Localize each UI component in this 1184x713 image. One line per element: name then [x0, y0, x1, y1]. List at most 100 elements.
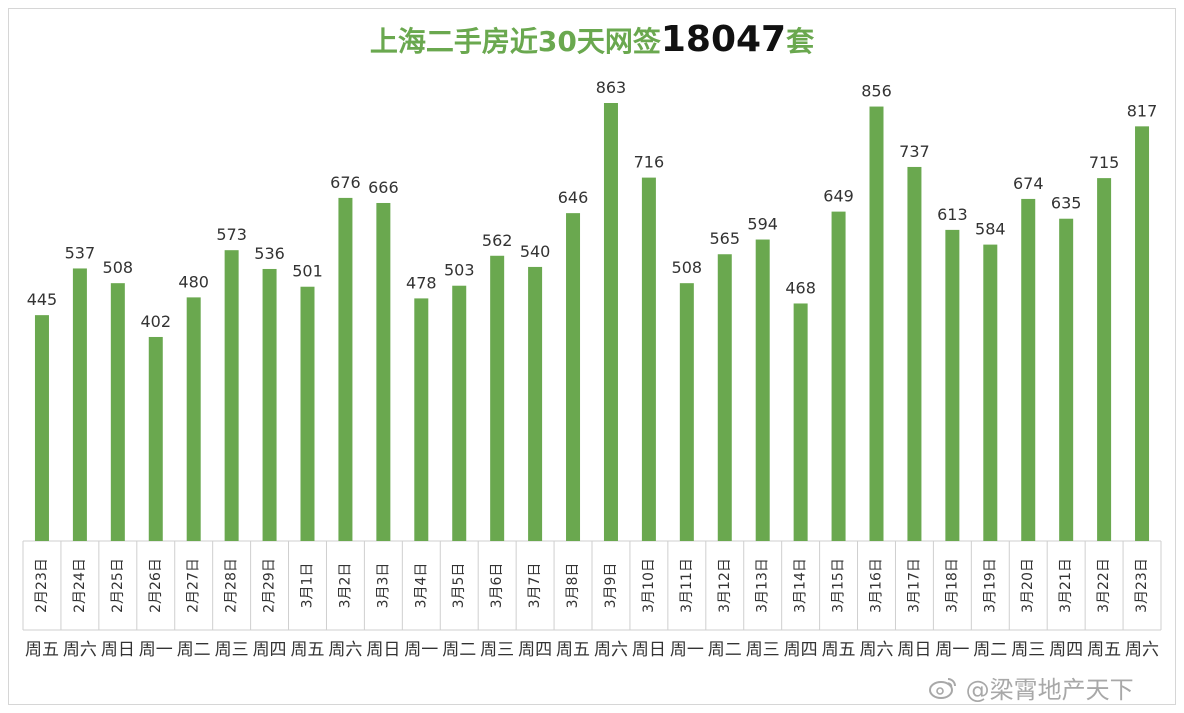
- bar: [755, 239, 770, 542]
- weekday-label: 周六: [1125, 640, 1159, 660]
- x-tick-label: 2月27日: [186, 558, 202, 613]
- data-label: 445: [27, 290, 58, 309]
- x-tick-label: 2月23日: [34, 558, 50, 613]
- bar: [490, 255, 505, 541]
- data-label: 649: [823, 187, 854, 206]
- watermark: @梁霄地产天下: [928, 670, 1134, 706]
- weekday-label: 周五: [25, 640, 59, 660]
- bar: [186, 297, 201, 541]
- weekday-label: 周六: [63, 640, 97, 660]
- chart-title-unit: 套: [786, 25, 815, 58]
- bar: [566, 213, 581, 542]
- data-label: 573: [216, 225, 247, 244]
- x-tick-label: 3月7日: [527, 563, 543, 609]
- bar: [679, 283, 694, 541]
- bar: [528, 266, 543, 541]
- weekday-label: 周一: [935, 640, 969, 660]
- weekday-label: 周三: [215, 640, 249, 660]
- data-label: 540: [520, 242, 551, 261]
- bar: [717, 254, 732, 541]
- x-tick-label: 3月10日: [641, 558, 657, 613]
- bar: [300, 286, 315, 541]
- bar: [224, 250, 239, 541]
- weekday-label: 周三: [746, 640, 780, 660]
- weekday-label: 周四: [1049, 640, 1083, 660]
- data-label: 817: [1127, 101, 1158, 120]
- x-tick-label: 3月9日: [603, 563, 619, 609]
- weekday-label: 周四: [253, 640, 287, 660]
- bar: [414, 298, 429, 541]
- bar: [148, 336, 163, 541]
- x-tick-label: 3月4日: [413, 563, 429, 609]
- bar: [452, 285, 467, 541]
- weekday-label: 周五: [1087, 640, 1121, 660]
- data-label: 562: [482, 231, 513, 250]
- weekday-label: 周日: [366, 640, 400, 660]
- bar: [945, 229, 960, 541]
- x-tick-label: 3月20日: [1020, 558, 1036, 613]
- data-label: 501: [292, 262, 323, 281]
- chart-title: 上海二手房近30天网签18047套: [0, 18, 1184, 68]
- data-label: 856: [861, 82, 892, 101]
- weekday-label: 周日: [632, 640, 666, 660]
- x-tick-label: 3月23日: [1134, 558, 1150, 613]
- bar: [376, 202, 391, 542]
- bar: [1097, 178, 1112, 541]
- weekday-label: 周四: [784, 640, 818, 660]
- weekday-label: 周日: [101, 640, 135, 660]
- data-label: 508: [103, 258, 134, 277]
- x-tick-label: 3月15日: [831, 558, 847, 613]
- bar: [641, 177, 656, 541]
- data-label: 468: [785, 278, 816, 297]
- data-label: 565: [709, 229, 740, 248]
- bar: [1059, 218, 1074, 541]
- data-label: 676: [330, 173, 361, 192]
- bar: [907, 166, 922, 541]
- data-label: 635: [1051, 194, 1082, 213]
- weekday-label: 周五: [822, 640, 856, 660]
- weekday-label: 周二: [177, 640, 211, 660]
- data-label: 674: [1013, 174, 1044, 193]
- weekday-label: 周四: [518, 640, 552, 660]
- x-tick-label: 2月25日: [110, 558, 126, 613]
- x-tick-label: 3月2日: [337, 563, 353, 609]
- x-tick-label: 3月12日: [717, 558, 733, 613]
- weekday-label: 周三: [480, 640, 514, 660]
- x-tick-label: 3月13日: [755, 558, 771, 613]
- x-tick-label: 3月17日: [906, 558, 922, 613]
- weekday-label: 周一: [670, 640, 704, 660]
- bar: [793, 303, 808, 541]
- x-tick-label: 3月8日: [565, 563, 581, 609]
- data-label: 863: [596, 78, 627, 97]
- x-tick-label: 2月28日: [224, 558, 240, 613]
- x-tick-label: 3月18日: [944, 558, 960, 613]
- weekday-label: 周二: [973, 640, 1007, 660]
- weekday-label: 周五: [291, 640, 325, 660]
- x-tick-label: 3月19日: [982, 558, 998, 613]
- data-label: 402: [140, 312, 171, 331]
- weekday-label: 周日: [897, 640, 931, 660]
- x-tick-label: 3月3日: [375, 563, 391, 609]
- data-label: 715: [1089, 153, 1120, 172]
- data-label: 503: [444, 261, 475, 280]
- x-tick-label: 2月29日: [262, 558, 278, 613]
- bar: [1135, 126, 1150, 541]
- weekday-label: 周六: [860, 640, 894, 660]
- data-label: 508: [672, 258, 703, 277]
- data-label: 478: [406, 273, 437, 292]
- bar: [831, 211, 846, 541]
- data-label: 716: [634, 153, 665, 172]
- data-label: 613: [937, 205, 968, 224]
- weekday-label: 周一: [404, 640, 438, 660]
- bar: [262, 268, 277, 541]
- data-label: 480: [178, 272, 209, 291]
- x-tick-label: 3月16日: [869, 558, 885, 613]
- data-label: 584: [975, 220, 1006, 239]
- x-tick-label: 2月26日: [148, 558, 164, 613]
- bar: [983, 244, 998, 542]
- weekday-label: 周二: [442, 640, 476, 660]
- bar: [869, 106, 884, 541]
- weekday-label: 周二: [708, 640, 742, 660]
- bar: [603, 103, 618, 541]
